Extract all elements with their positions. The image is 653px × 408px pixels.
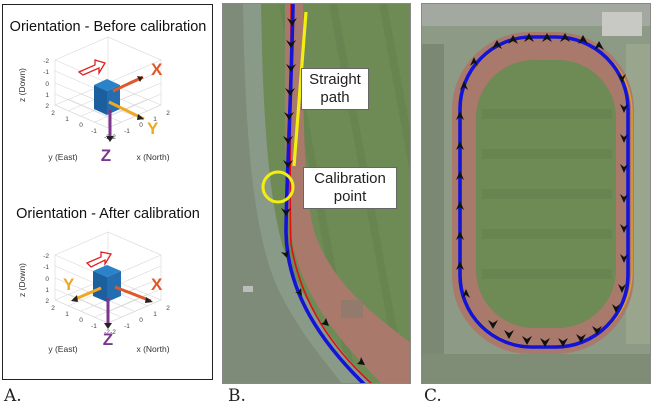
z-tick: 2 [45, 103, 49, 110]
x-tick: -1 [124, 128, 130, 135]
x-axis-arrow [112, 75, 144, 93]
x-tick: 2 [166, 110, 170, 117]
straight-path-indicator [292, 11, 308, 167]
plot-title-after: Orientation - After calibration [16, 206, 200, 222]
y-tick-labels-before: 2 1 0 -1 -2 [51, 110, 110, 141]
plot-before-calibration: Orientation - Before calibration -2 -1 0… [10, 19, 207, 165]
y-tick: 1 [65, 116, 69, 123]
z-tick: -2 [43, 253, 49, 260]
y-tick: 2 [51, 110, 55, 117]
arrowhead-icon [104, 323, 112, 329]
x-letter: X [151, 60, 163, 79]
panel-label-a: A. [4, 386, 22, 406]
x-tick: -2 [110, 329, 116, 336]
z-tick: -1 [43, 69, 49, 76]
running-track [284, 4, 410, 383]
x-axis-label-before: x (North) [136, 152, 169, 162]
z-tick: -1 [43, 264, 49, 271]
outline-arrow-icon [85, 251, 113, 268]
z-tick: 1 [45, 92, 49, 99]
y-tick: -1 [91, 323, 97, 330]
heading-markers [281, 18, 365, 365]
z-letter: Z [101, 146, 111, 165]
callout-calibration-point: Calibration point [303, 167, 397, 209]
arrowhead-icon [71, 295, 78, 302]
cube-icon [93, 265, 121, 302]
y-tick: 2 [51, 305, 55, 312]
z-axis-label-before: z (Down) [17, 68, 27, 102]
arrowhead-icon [137, 114, 144, 120]
panel-a-orientation-plots: Orientation - Before calibration -2 -1 0… [2, 4, 213, 380]
y-tick-labels-after: 2 1 0 -1 -2 [51, 305, 110, 336]
x-letter: X [151, 275, 163, 294]
panel-a-svg: Orientation - Before calibration -2 -1 0… [10, 19, 207, 354]
y-tick: -2 [104, 329, 110, 336]
z-tick: 2 [45, 298, 49, 305]
panel-c-aerial-full-track [421, 3, 651, 384]
arrowhead-icon [137, 76, 143, 82]
blue-estimated-path [284, 4, 366, 383]
outline-arrow-icon [77, 59, 106, 76]
callout-text-line: path [320, 89, 350, 106]
y-tick: 1 [65, 311, 69, 318]
panel-label-c: C. [424, 386, 442, 406]
z-tick: -2 [43, 58, 49, 65]
x-tick: 2 [166, 305, 170, 312]
y-letter: Y [147, 119, 159, 138]
callout-text-line: point [333, 188, 367, 205]
panel-b-aerial-straight-path: Straight path Calibration point [222, 3, 411, 384]
plot-title-before: Orientation - Before calibration [10, 19, 207, 35]
blue-estimated-path [458, 35, 630, 349]
z-tick: 1 [45, 287, 49, 294]
y-axis-label-before: y (East) [48, 152, 77, 162]
z-tick: 0 [45, 81, 49, 88]
y-tick: -1 [91, 128, 97, 135]
x-axis-arrow [114, 285, 152, 303]
y-tick: 0 [79, 317, 83, 324]
z-axis-label-after: z (Down) [17, 263, 27, 297]
infield-grass [476, 60, 616, 328]
x-tick: 1 [153, 116, 157, 123]
heading-markers [456, 33, 628, 347]
arrowhead-icon [106, 136, 114, 142]
panel-label-b: B. [228, 386, 246, 406]
x-tick: 0 [139, 122, 143, 129]
x-tick-labels-before: -2 -1 0 1 2 [110, 110, 170, 141]
building [602, 12, 642, 36]
z-tick: 0 [45, 276, 49, 283]
y-axis-arrow [72, 286, 102, 302]
x-tick: -1 [124, 323, 130, 330]
z-tick-labels-before: -2 -1 0 1 2 [43, 58, 49, 110]
callout-straight-path: Straight path [301, 68, 369, 110]
plot-after-calibration: Orientation - After calibration -2 -1 0 … [16, 206, 200, 354]
x-tick-labels-after: -2 -1 0 1 2 [110, 305, 170, 336]
x-tick: 0 [139, 317, 143, 324]
y-tick: 0 [79, 122, 83, 129]
callout-text-line: Straight [309, 71, 361, 88]
x-axis-label-after: x (North) [136, 344, 169, 354]
x-tick: -2 [110, 134, 116, 141]
x-tick: 1 [153, 311, 157, 318]
arrowhead-icon [145, 297, 153, 303]
z-letter: Z [103, 330, 113, 349]
y-axis-label-after: y (East) [48, 344, 77, 354]
z-tick-labels-after: -2 -1 0 1 2 [43, 253, 49, 305]
cube-icon [94, 79, 120, 115]
calibration-point-marker [261, 170, 295, 204]
y-letter: Y [63, 275, 75, 294]
panel-c-svg [422, 4, 650, 383]
callout-text-line: Calibration [314, 170, 386, 187]
